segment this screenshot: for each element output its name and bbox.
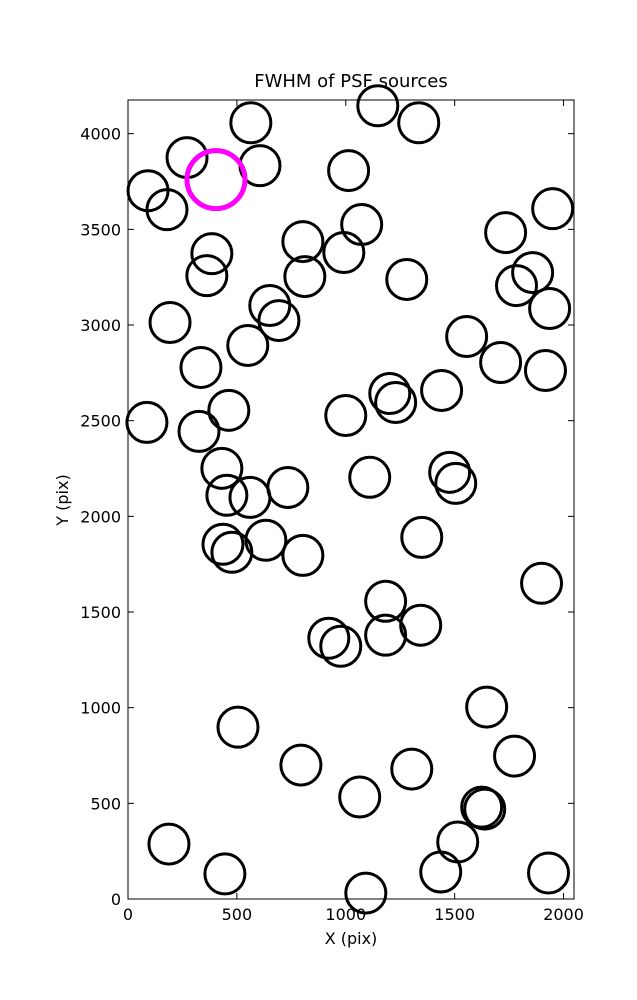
source-marker xyxy=(434,461,478,505)
source-marker xyxy=(390,747,434,791)
source-marker xyxy=(205,473,249,517)
y-tick-label: 0 xyxy=(111,890,121,909)
source-marker xyxy=(368,372,412,416)
source-marker xyxy=(385,257,429,301)
y-tick-label: 1500 xyxy=(80,603,121,622)
x-tick-label: 1500 xyxy=(434,905,475,924)
source-marker xyxy=(364,579,408,623)
source-marker xyxy=(327,149,371,193)
y-tick-label: 2500 xyxy=(80,412,121,431)
source-marker xyxy=(445,314,489,358)
source-marker xyxy=(436,820,480,864)
source-marker xyxy=(511,251,555,295)
source-marker xyxy=(397,101,441,145)
source-marker xyxy=(283,255,327,299)
source-marker xyxy=(226,323,270,367)
y-tick-label: 500 xyxy=(90,794,121,813)
x-tick-label: 0 xyxy=(123,905,133,924)
source-marker xyxy=(177,409,221,453)
source-marker xyxy=(484,211,528,255)
source-marker xyxy=(479,341,523,385)
source-marker xyxy=(465,685,509,729)
source-marker xyxy=(364,613,408,657)
source-marker xyxy=(185,254,229,298)
source-marker xyxy=(319,624,363,668)
source-marker xyxy=(523,349,567,393)
source-marker xyxy=(147,822,191,866)
source-marker xyxy=(338,775,382,819)
source-marker xyxy=(203,852,247,896)
source-marker xyxy=(210,530,254,574)
source-marker xyxy=(190,232,234,276)
source-marker xyxy=(201,522,245,566)
source-marker xyxy=(148,301,192,345)
y-tick-label: 1000 xyxy=(80,699,121,718)
source-marker xyxy=(228,475,272,519)
source-marker xyxy=(281,220,325,264)
y-tick-label: 2000 xyxy=(80,507,121,526)
source-marker xyxy=(248,283,292,327)
y-tick-label: 3500 xyxy=(80,220,121,239)
source-marker xyxy=(340,203,384,247)
source-marker xyxy=(145,188,189,232)
source-marker xyxy=(322,230,366,274)
x-axis-label: X (pix) xyxy=(325,929,378,948)
y-tick-label: 4000 xyxy=(80,125,121,144)
source-marker xyxy=(493,734,537,778)
source-marker xyxy=(420,368,464,412)
x-tick-label: 1000 xyxy=(325,905,366,924)
source-marker xyxy=(419,850,463,894)
source-marker xyxy=(428,450,472,494)
source-marker xyxy=(279,743,323,787)
source-marker xyxy=(307,616,351,660)
source-marker xyxy=(495,264,539,308)
source-marker xyxy=(184,148,248,212)
source-marker xyxy=(344,871,388,915)
plot-frame xyxy=(127,99,575,900)
source-marker xyxy=(125,400,169,444)
source-marker xyxy=(520,561,564,605)
source-marker xyxy=(257,299,301,343)
source-marker xyxy=(460,785,504,829)
source-marker xyxy=(463,787,507,831)
source-marker xyxy=(324,394,368,438)
source-marker xyxy=(179,345,223,389)
source-marker xyxy=(527,851,571,895)
source-marker xyxy=(216,705,260,749)
chart-title: FWHM of PSF sources xyxy=(254,71,448,92)
source-marker xyxy=(348,455,392,499)
y-tick-label: 3000 xyxy=(80,316,121,335)
source-marker xyxy=(244,518,288,562)
source-marker xyxy=(356,84,400,128)
source-marker xyxy=(374,380,418,424)
source-marker xyxy=(399,603,443,647)
source-marker xyxy=(266,465,310,509)
source-marker xyxy=(200,446,244,490)
source-marker xyxy=(207,388,251,432)
source-marker xyxy=(400,515,444,559)
source-marker xyxy=(531,187,575,231)
y-axis-label: Y (pix) xyxy=(53,474,72,526)
x-tick-label: 500 xyxy=(222,905,253,924)
source-marker xyxy=(528,287,572,331)
x-tick-label: 2000 xyxy=(543,905,584,924)
source-marker xyxy=(229,101,273,145)
source-marker xyxy=(281,533,325,577)
